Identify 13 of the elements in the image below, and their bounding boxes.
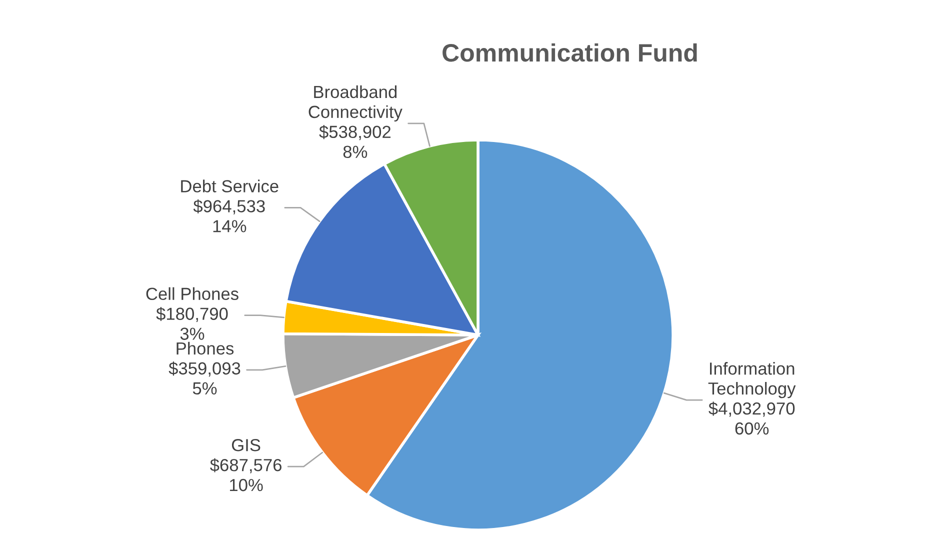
data-label: $180,790 3% [156, 306, 228, 340]
slice-label: Cell Phones [146, 287, 238, 300]
slice-label: Broadband Connectivity [308, 85, 402, 122]
slice-label: Debt Service [181, 180, 278, 192]
slice-label: GIS [232, 439, 260, 452]
data-label: $964,533 14% [193, 199, 265, 232]
chart-title: Communication Fund [442, 43, 697, 62]
data-label: $538,902 8% [319, 125, 391, 158]
data-label: $687,576 10% [210, 458, 282, 492]
slice-label: Information Technology [708, 362, 796, 398]
data-label: $359,093 5% [168, 362, 240, 395]
data-label: $4,032,970 60% [708, 402, 795, 435]
slice-label: Phones [176, 342, 234, 355]
